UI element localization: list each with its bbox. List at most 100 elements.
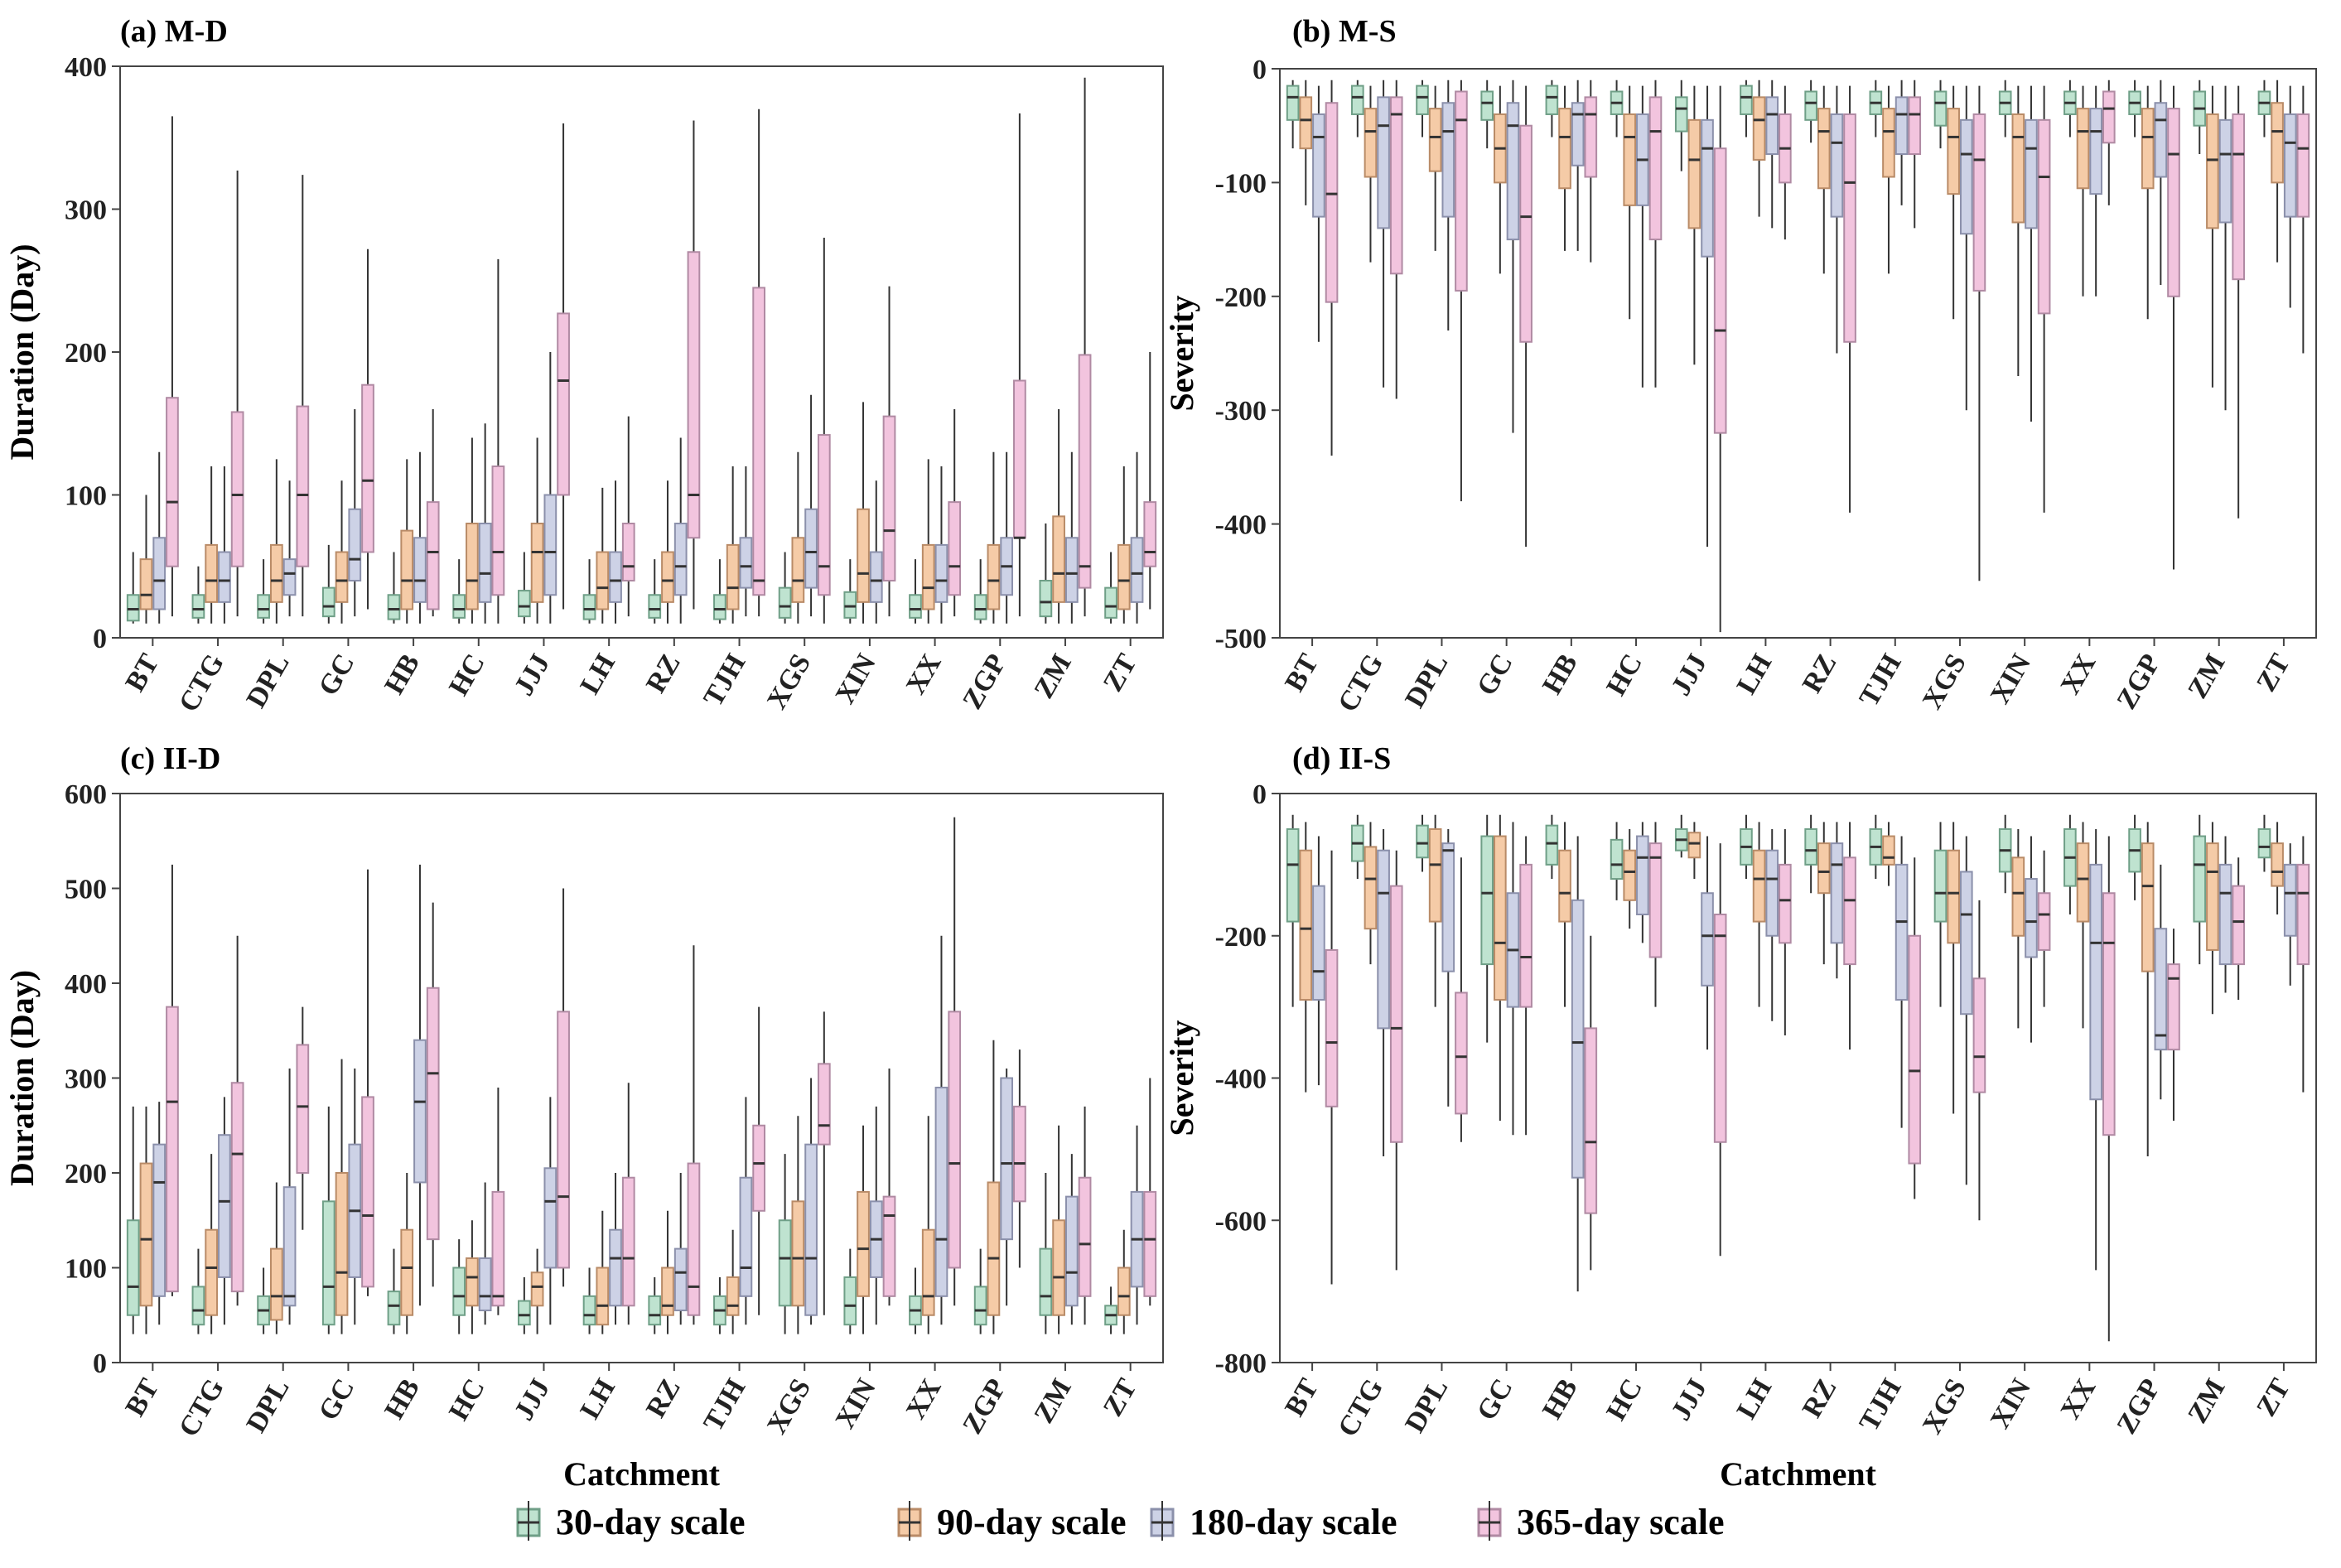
box-hb-s0 <box>387 594 401 620</box>
box-jjj-s1 <box>530 1271 544 1307</box>
box-ctg-s1 <box>1364 108 1378 178</box>
x-tick-label-hc: HC <box>1600 649 1648 702</box>
x-tick-label-jjj: JJJ <box>1666 649 1714 702</box>
box-ctg-s3 <box>1389 96 1403 275</box>
box-lh-s2 <box>609 551 622 603</box>
box-dpl-s1 <box>269 1247 283 1321</box>
box-zt-s2 <box>1130 537 1144 603</box>
box-xin-s1 <box>2011 856 2025 937</box>
box-dpl-s3 <box>296 405 310 567</box>
box-hb-s1 <box>400 1228 414 1316</box>
y-tick-label: -600 <box>1215 1206 1267 1237</box>
box-xin-s2 <box>2025 878 2038 958</box>
x-tick-label-xgs: XGS <box>1917 1374 1972 1440</box>
x-tick-label-gc: GC <box>1471 649 1519 702</box>
y-axis-title: Duration (Day) <box>3 970 41 1186</box>
x-tick-label-bt: BT <box>1279 1373 1325 1421</box>
x-tick-label-ctg: CTG <box>1332 649 1389 717</box>
box-jjj-s3 <box>557 1011 570 1269</box>
box-xgs-s1 <box>791 1200 805 1307</box>
y-tick-label: 200 <box>65 1159 107 1189</box>
box-bt-s0 <box>126 594 140 622</box>
box-lh-s1 <box>1752 849 1766 923</box>
x-tick-label-hc: HC <box>1600 1374 1648 1426</box>
box-ctg-s2 <box>1377 96 1390 229</box>
panel-c-title: (c) II-D <box>120 741 220 776</box>
y-tick-label: 100 <box>65 481 107 512</box>
x-tick-label-gc: GC <box>1471 1374 1519 1426</box>
box-xx-s2 <box>2089 108 2102 195</box>
box-tjh-s1 <box>1882 835 1895 866</box>
x-tick-label-gc: GC <box>313 1374 361 1426</box>
box-xgs-s0 <box>1933 849 1948 923</box>
box-ctg-s2 <box>218 1134 231 1278</box>
box-tjh-s3 <box>1908 934 1922 1165</box>
x-tick-label-dpl: DPL <box>1399 1374 1454 1438</box>
box-zgp-s2 <box>1000 1077 1014 1241</box>
y-axis-title: Severity <box>1163 296 1200 412</box>
box-xgs-s1 <box>1947 849 1960 944</box>
box-xgs-s1 <box>791 537 805 603</box>
box-gc-s1 <box>1494 835 1507 1001</box>
y-tick-label: 0 <box>93 624 107 654</box>
x-tick-label-rz: RZ <box>640 1374 687 1423</box>
box-rz-s1 <box>661 1266 674 1316</box>
y-axis-title: Duration (Day) <box>3 244 41 460</box>
box-xgs-s3 <box>1972 977 1986 1093</box>
x-tick-label-jjj: JJJ <box>509 1374 557 1426</box>
box-ctg-s0 <box>191 594 205 619</box>
x-tick-label-ctg: CTG <box>1332 1374 1389 1442</box>
box-tjh-s1 <box>726 1276 740 1316</box>
box-hb-s1 <box>1558 108 1571 190</box>
x-tick-label-bt: BT <box>120 1373 166 1421</box>
box-gc-s0 <box>321 1200 335 1326</box>
y-tick-label: -100 <box>1215 168 1267 199</box>
box-zm-s2 <box>2218 863 2232 966</box>
box-zgp-s1 <box>987 543 1001 610</box>
box-xgs-s0 <box>1933 90 1948 127</box>
box-zm-s1 <box>1052 515 1065 603</box>
box-jjj-s2 <box>543 1167 557 1269</box>
box-rz-s3 <box>1843 856 1856 966</box>
box-zm-s0 <box>1039 580 1053 618</box>
box-jjj-s3 <box>1713 913 1727 1143</box>
x-tick-label-lh: LH <box>1731 649 1779 700</box>
box-jjj-s3 <box>1713 147 1727 434</box>
box-tjh-s2 <box>739 537 753 589</box>
box-bt-s0 <box>1286 827 1300 923</box>
x-tick-label-bt: BT <box>1279 649 1325 697</box>
x-tick-label-zm: ZM <box>1028 1374 1077 1429</box>
box-xx-s0 <box>909 594 922 619</box>
box-hc-s1 <box>466 1257 479 1307</box>
box-bt-s3 <box>1325 948 1339 1107</box>
box-zm-s3 <box>1078 354 1092 589</box>
box-lh-s3 <box>621 523 635 581</box>
box-zgp-s0 <box>973 1286 987 1326</box>
box-xgs-s3 <box>817 1063 831 1146</box>
box-hc-s0 <box>452 594 466 619</box>
y-axis-title: Severity <box>1163 1020 1200 1136</box>
box-zgp-s1 <box>2141 842 2155 972</box>
x-tick-label-rz: RZ <box>1797 649 1843 698</box>
box-hc-s1 <box>1623 849 1637 901</box>
x-tick-label-zt: ZT <box>1098 1373 1143 1421</box>
box-xin-s3 <box>882 415 896 581</box>
box-hc-s1 <box>466 523 479 610</box>
box-gc-s2 <box>1506 102 1520 241</box>
box-zt-s1 <box>2271 842 2284 887</box>
box-jjj-s2 <box>1701 892 1714 987</box>
x-tick-label-xgs: XGS <box>761 649 817 715</box>
box-hb-s2 <box>413 537 427 603</box>
box-hb-s3 <box>426 987 440 1241</box>
box-hc-s2 <box>478 523 492 603</box>
box-xx-s1 <box>2076 108 2090 190</box>
box-xgs-s0 <box>778 1219 792 1307</box>
box-jjj-s2 <box>1701 118 1714 258</box>
box-lh-s2 <box>1765 849 1779 937</box>
box-lh-s3 <box>621 1176 635 1307</box>
box-zm-s2 <box>2218 118 2232 224</box>
box-xx-s3 <box>2102 90 2116 144</box>
y-tick-label: 400 <box>65 52 107 83</box>
box-zgp-s1 <box>987 1181 1001 1316</box>
x-tick-label-xin: XIN <box>1985 1373 2037 1434</box>
